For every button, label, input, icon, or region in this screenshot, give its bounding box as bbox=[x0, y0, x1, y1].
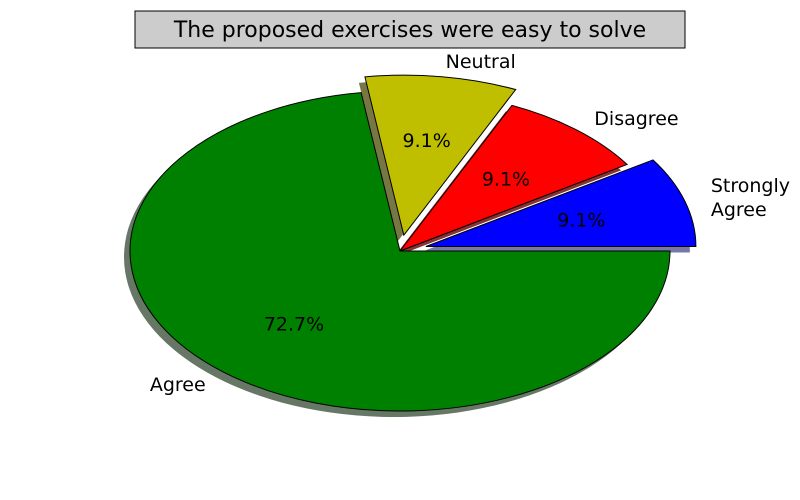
slice-strongly-agree bbox=[425, 159, 697, 247]
chart-title: The proposed exercises were easy to solv… bbox=[134, 10, 686, 49]
pct-label-disagree: 9.1% bbox=[482, 168, 530, 190]
pct-label-neutral: 9.1% bbox=[402, 130, 450, 152]
pct-label-agree: 72.7% bbox=[264, 314, 324, 336]
category-label-neutral: Neutral bbox=[446, 51, 516, 73]
slice-disagree bbox=[398, 104, 628, 253]
category-label-disagree: Disagree bbox=[594, 108, 678, 130]
slice-labels: 9.1% Strongly Agree 9.1% Disagree 9.1% Neutral… bbox=[150, 51, 790, 396]
pie-slices bbox=[129, 74, 697, 412]
slice-neutral bbox=[364, 74, 517, 237]
category-label-agree: Agree bbox=[150, 374, 206, 396]
title-box bbox=[134, 10, 686, 49]
chart-title-text: The proposed exercises were easy to solv… bbox=[173, 18, 646, 43]
pct-label-strongly-agree: 9.1% bbox=[557, 209, 605, 231]
slice-agree bbox=[129, 92, 671, 412]
category-label-strongly-agree: Strongly Agree bbox=[711, 175, 790, 221]
